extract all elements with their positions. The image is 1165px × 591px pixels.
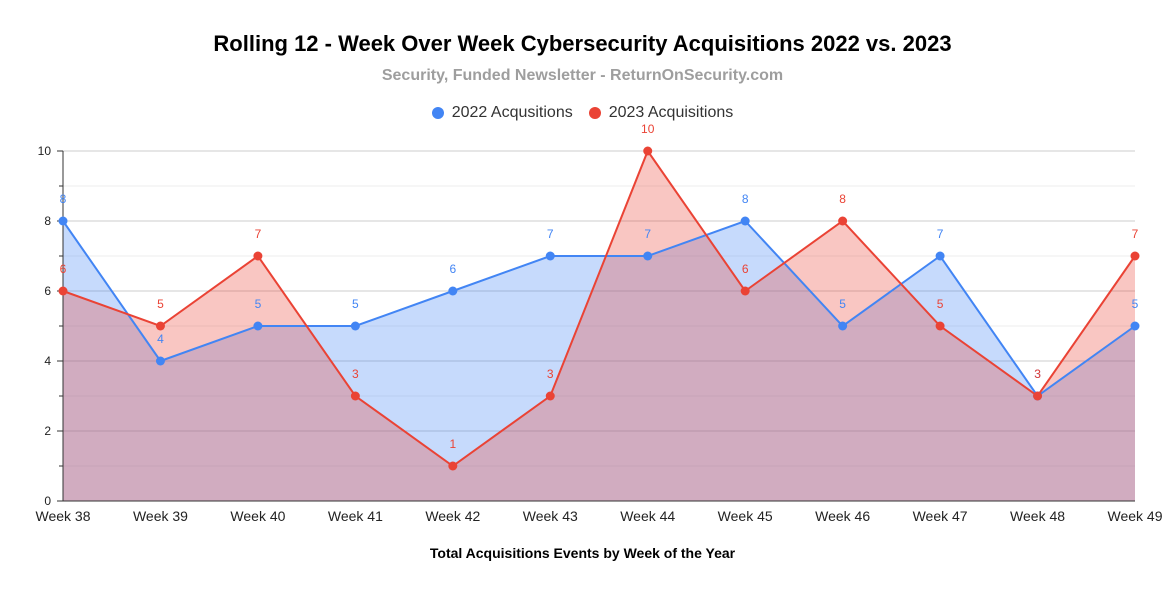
data-label-2022: 8 [742, 192, 749, 206]
data-point-2022 [935, 251, 945, 261]
data-point-2023 [253, 251, 263, 261]
x-tick-label: Week 42 [425, 508, 480, 524]
y-tick-label: 4 [44, 354, 51, 368]
data-label-2022: 5 [352, 297, 359, 311]
data-point-2022 [448, 286, 458, 296]
data-label-2023: 8 [839, 192, 846, 206]
data-label-2023: 3 [352, 367, 359, 381]
chart-title: Rolling 12 - Week Over Week Cybersecurit… [213, 31, 952, 56]
legend-item-2023[interactable]: 2023 Acquisitions [588, 104, 734, 122]
data-label-2022: 7 [644, 227, 651, 241]
data-point-2023 [740, 286, 750, 296]
data-point-2023 [838, 216, 848, 226]
x-tick-label: Week 45 [718, 508, 773, 524]
data-label-2022: 3 [1034, 367, 1041, 381]
data-point-2023 [58, 286, 68, 296]
chart-subtitle: Security, Funded Newsletter - ReturnOnSe… [381, 67, 784, 84]
series-line-2022 [62, 219, 1136, 398]
y-tick-label: 0 [44, 494, 51, 508]
data-label-2022: 8 [60, 192, 67, 206]
x-tick-label: Week 43 [523, 508, 578, 524]
y-tick-label: 10 [38, 144, 52, 158]
data-label-2023: 5 [937, 297, 944, 311]
x-tick-label: Week 47 [913, 508, 968, 524]
data-label-2023: 6 [60, 262, 67, 276]
area-fill-2023 [63, 151, 1135, 501]
data-point-2022 [58, 216, 68, 226]
data-point-2022 [545, 251, 555, 261]
data-label-2023: 7 [255, 227, 262, 241]
data-point-2023 [448, 461, 458, 471]
data-point-2023 [1033, 391, 1043, 401]
data-point-2022 [838, 321, 848, 331]
series-line-2023 [62, 148, 1136, 468]
x-tick-label: Week 38 [36, 508, 91, 524]
data-label-2022: 4 [157, 332, 164, 346]
legend-dot-2023 [588, 107, 601, 119]
data-label-2022: 7 [937, 227, 944, 241]
x-tick-label: Week 48 [1010, 508, 1065, 524]
x-tick-label: Week 44 [620, 508, 675, 524]
y-tick-label: 2 [44, 424, 51, 438]
legend-item-2022[interactable]: 2022 Acqusitions [431, 104, 573, 122]
y-tick-label: 6 [44, 284, 51, 298]
legend-label-2022: 2022 Acqusitions [451, 104, 573, 121]
data-point-2022 [643, 251, 653, 261]
data-point-2022 [350, 321, 360, 331]
data-label-2023: 10 [641, 122, 655, 136]
x-tick-label: Week 46 [815, 508, 870, 524]
legend: 2022 Acqusitions 2023 Acquisitions [0, 104, 1165, 122]
x-tick-label: Week 49 [1108, 508, 1163, 524]
data-label-2022: 5 [255, 297, 262, 311]
data-label-2023: 6 [742, 262, 749, 276]
data-point-2023 [643, 146, 653, 156]
area-fill-2022 [63, 221, 1135, 501]
x-axis-title: Total Acquisitions Events by Week of the… [429, 545, 736, 561]
data-point-2023 [935, 321, 945, 331]
data-point-2022 [155, 356, 165, 366]
y-tick-label: 8 [44, 214, 51, 228]
data-label-2023: 5 [157, 297, 164, 311]
data-point-2023 [1130, 251, 1140, 261]
data-label-2023: 1 [449, 437, 456, 451]
x-tick-label: Week 39 [133, 508, 188, 524]
data-label-2022: 7 [547, 227, 554, 241]
legend-label-2023: 2023 Acquisitions [608, 104, 734, 121]
data-label-2023: 3 [547, 367, 554, 381]
data-label-2022: 6 [449, 262, 456, 276]
data-point-2022 [253, 321, 263, 331]
data-point-2023 [155, 321, 165, 331]
data-point-2022 [740, 216, 750, 226]
data-label-2022: 5 [839, 297, 846, 311]
data-label-2022: 5 [1132, 297, 1139, 311]
x-tick-label: Week 41 [328, 508, 383, 524]
legend-dot-2022 [431, 107, 444, 119]
data-point-2022 [1130, 321, 1140, 331]
data-point-2023 [545, 391, 555, 401]
data-label-2023: 3 [1034, 367, 1041, 381]
data-point-2023 [350, 391, 360, 401]
x-tick-label: Week 40 [230, 508, 285, 524]
data-label-2023: 7 [1132, 227, 1139, 241]
